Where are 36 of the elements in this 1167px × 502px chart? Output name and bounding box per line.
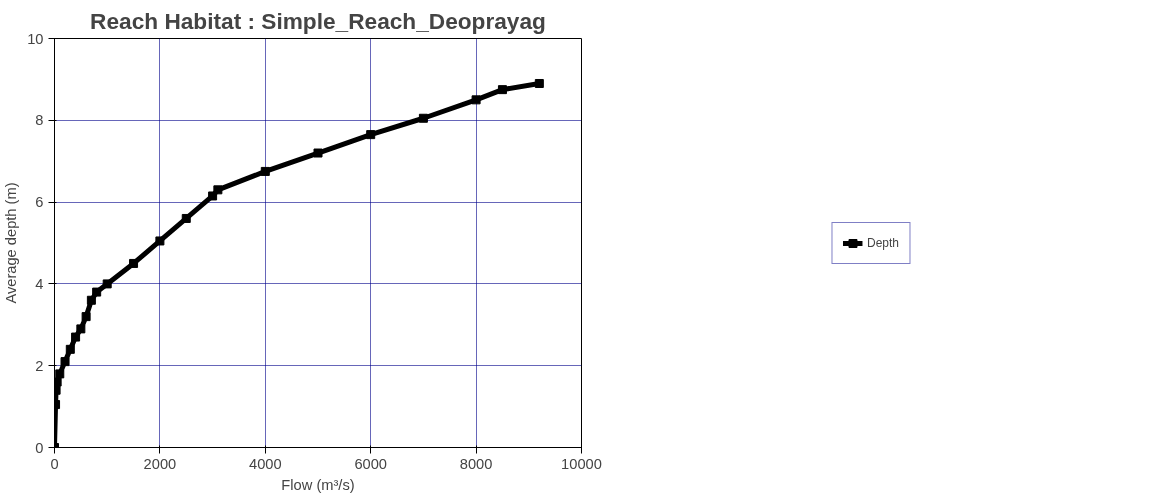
x-tick-label: 6000 xyxy=(354,455,388,472)
point xyxy=(71,332,81,342)
chart-title: Reach Habitat : Simple_Reach_Deoprayag xyxy=(90,7,546,34)
point xyxy=(81,312,91,322)
point xyxy=(181,213,191,223)
point xyxy=(76,324,86,334)
point xyxy=(60,357,70,367)
x-tick-label: 8000 xyxy=(459,455,493,472)
x-tick-label: 2000 xyxy=(143,455,177,472)
point xyxy=(366,130,376,140)
point xyxy=(418,113,428,123)
y-tick-label: 6 xyxy=(35,194,44,211)
point xyxy=(92,287,102,297)
y-axis-title: Average depth (m) xyxy=(3,182,20,304)
point xyxy=(260,166,270,176)
y-tick-label: 0 xyxy=(35,439,44,456)
legend-label: Depth xyxy=(866,235,900,250)
point xyxy=(534,78,544,88)
point xyxy=(129,258,139,268)
point xyxy=(155,236,165,246)
point xyxy=(497,85,507,95)
point xyxy=(55,369,65,379)
y-tick-label: 2 xyxy=(35,357,44,374)
x-tick-label: 0 xyxy=(50,455,59,472)
x-tick-label: 4000 xyxy=(249,455,282,472)
point xyxy=(65,344,75,354)
point xyxy=(471,95,481,105)
y-tick-label: 8 xyxy=(35,112,44,129)
point xyxy=(86,295,96,305)
x-axis-title: Flow (m³/s) xyxy=(281,476,355,493)
point xyxy=(313,148,323,158)
point xyxy=(213,185,223,195)
y-tick-label: 4 xyxy=(35,275,44,292)
point xyxy=(102,279,112,289)
y-tick-label: 10 xyxy=(27,30,44,47)
x-tick-label: 10000 xyxy=(561,455,602,472)
